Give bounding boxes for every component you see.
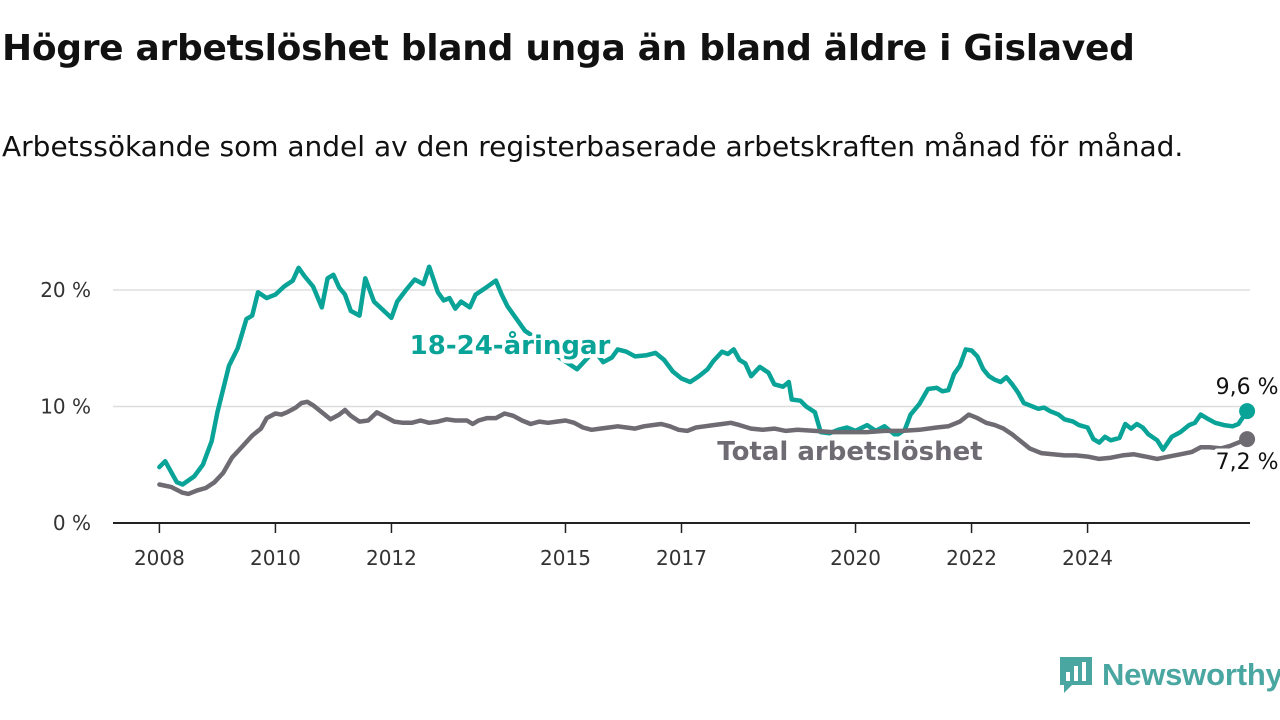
x-tick-label: 2008 [134,546,185,570]
y-tick-label: 20 % [40,278,91,302]
labels: 18-24-åringar Total arbetslöshet 9,6 % 7,2 … [406,325,1280,479]
gridlines [113,289,1250,408]
x-tick-label: 2017 [656,546,707,570]
y-tick-label: 0 % [53,511,91,535]
x-tick-label: 2022 [946,546,997,570]
x-tick-label: 2024 [1062,546,1113,570]
series [157,264,1256,497]
y-tick-label: 10 % [40,394,91,418]
axes: 0 % 10 % 20 % 2008 2010 2012 2015 2017 2020 2022 2… [40,278,1250,570]
series-line-1 [157,399,1250,497]
series-end-label-0: 9,6 % [1216,375,1279,400]
chart-subtitle: Arbetssökande som andel av den registerb… [2,130,1184,163]
series-end-point-0 [1239,403,1256,420]
x-tick-label: 2015 [540,546,591,570]
chart-title: Högre arbetslöshet bland unga än bland ä… [2,28,1135,69]
x-tick-label: 2020 [830,546,881,570]
newsworthy-brand: Newsworthy [1058,654,1280,696]
series-label-1: Total arbetslöshet [717,437,982,467]
series-end-point-1 [1239,431,1256,448]
newsworthy-logo-icon [1060,657,1092,693]
series-end-label-1: 7,2 % [1216,450,1279,475]
series-label-0: 18-24-åringar [410,329,611,361]
series-line-0 [157,264,1250,487]
x-tick-label: 2010 [250,546,301,570]
brand-name: Newsworthy [1102,657,1280,692]
x-tick-label: 2012 [366,546,417,570]
